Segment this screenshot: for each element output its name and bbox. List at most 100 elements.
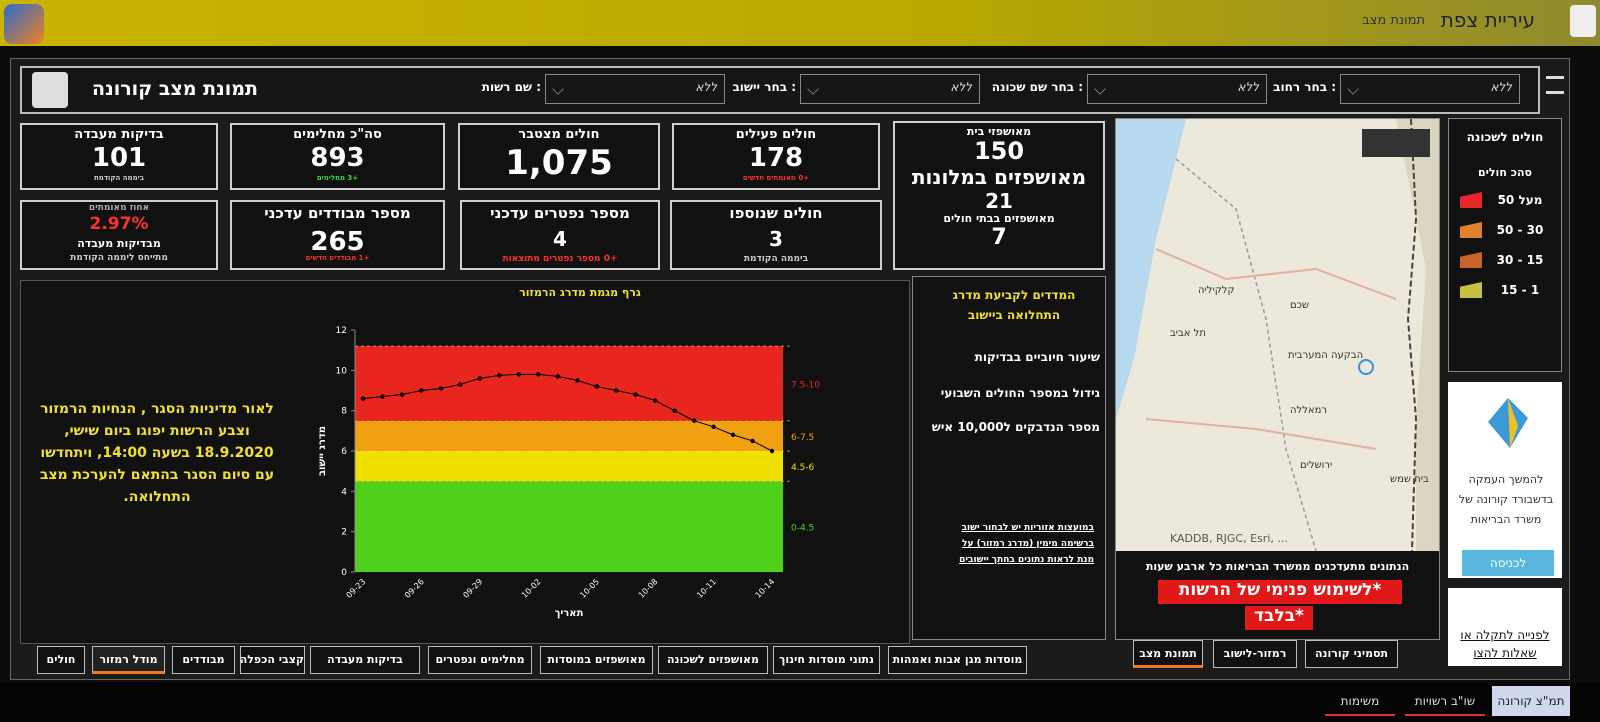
- kpi-note: +0 מספר נפטרים מתוצאות: [502, 254, 618, 264]
- band: [355, 420, 783, 451]
- kpi-card: [670, 200, 882, 270]
- tab[interactable]: מאושפזים לשכונה: [658, 646, 768, 674]
- indicator: גידול במספר החולים השבועי: [940, 386, 1100, 400]
- y-tick-label: 12: [336, 326, 347, 336]
- tab[interactable]: מוסדות מגן אבות ואמהות: [888, 646, 1027, 674]
- kpi-note: +0 מאומתים חדשים: [742, 174, 810, 182]
- tab[interactable]: חולים: [37, 646, 85, 674]
- point: [633, 392, 638, 397]
- filter-box[interactable]: [1087, 74, 1267, 104]
- point: [458, 382, 463, 387]
- filter-box[interactable]: [1340, 74, 1520, 104]
- bottom-tab[interactable]: שו"ב רשויות: [1405, 686, 1485, 716]
- kpi-subtitle: מבדיקות מעבדה: [77, 237, 161, 250]
- filter-value: ללא: [1490, 80, 1512, 94]
- band: [355, 346, 783, 421]
- point: [536, 372, 541, 377]
- y-axis-label: מדרג יישוב: [317, 426, 328, 476]
- tab[interactable]: נתוני מוסדות חינוך: [773, 646, 880, 674]
- kpi-value: 178: [748, 143, 804, 173]
- chart: גרף מגמת מדרג הרמזור 0-4.5 4.5-6 6-7.5 7.5-1…: [317, 286, 820, 619]
- tab[interactable]: בדיקות מעבדה: [310, 646, 420, 674]
- y-tick-label: 10: [336, 366, 348, 376]
- tab[interactable]: קצבי הכפלה: [240, 646, 305, 674]
- map-attribution: KADDB, RJGC, Esri, ...: [1170, 532, 1288, 545]
- band: [355, 481, 783, 572]
- map-border: [1175, 158, 1317, 551]
- kpi-note: ביממה הקודמת: [93, 174, 145, 182]
- legend-title: חולים לשכונה: [1466, 130, 1544, 144]
- kpi-value: 21: [985, 189, 1013, 213]
- map[interactable]: [1116, 119, 1439, 551]
- filter-box[interactable]: [545, 74, 725, 104]
- kpi-card: [230, 200, 445, 270]
- app-icon[interactable]: [4, 4, 44, 44]
- band: [355, 451, 783, 482]
- y-tick-label: 2: [341, 528, 347, 538]
- point: [516, 372, 522, 377]
- point: [419, 388, 424, 393]
- chart-title: גרף מגמת מדרג הרמזור: [519, 286, 641, 299]
- tab[interactable]: מאושפזים במוסדות: [540, 646, 653, 674]
- menu-icon[interactable]: [1546, 76, 1564, 94]
- warning: *בלבד: [1245, 606, 1313, 630]
- notice: לאור מדיניות הסגר , הנחיות הרמזור וצבע ה…: [39, 401, 275, 505]
- map-roads: [1145, 248, 1397, 450]
- map-tab[interactable]: רמזור-לישוב: [1213, 640, 1297, 668]
- x-tick-label: 09-29: [461, 577, 484, 600]
- promo-button[interactable]: לכניסה: [1462, 550, 1554, 576]
- point: [380, 394, 385, 399]
- bottom-tab[interactable]: משימות: [1325, 686, 1395, 716]
- x-tick-label: 10-05: [578, 577, 601, 600]
- kpi-title: מאושפזים במלונות: [911, 165, 1087, 189]
- promo-text: להמשך העמקה בדשבורד קורונה של משרד הבריא…: [1458, 473, 1554, 526]
- point: [769, 448, 775, 454]
- kpi-card: [460, 200, 660, 270]
- x-tick-label: 09-26: [403, 577, 426, 600]
- filter-label: : שם רשות: [481, 80, 541, 94]
- point: [711, 424, 716, 429]
- point: [691, 418, 697, 423]
- kpi-card: [230, 123, 445, 190]
- map-place: שכם: [1290, 300, 1310, 311]
- band-label: 0-4.5: [791, 524, 814, 534]
- x-axis-label: תאריך: [555, 608, 584, 619]
- filter-value: ללא: [950, 80, 972, 94]
- kpi-value: 3: [769, 227, 783, 251]
- legend-label: 1 - 15: [1500, 283, 1540, 297]
- x-tick-label: 10-02: [520, 577, 543, 600]
- kpi-title: מספר נפטרים עדכני: [490, 204, 630, 222]
- x-tick-label: 09-23: [345, 577, 368, 600]
- map-tab[interactable]: תמונת מצב: [1133, 640, 1203, 668]
- kpi-card: [672, 123, 880, 190]
- promo-icon: [1488, 398, 1528, 448]
- bottom-tab[interactable]: תמ"צ קורונה: [1492, 686, 1570, 716]
- kpi-note: +1 מבודדים חדשים: [305, 254, 370, 262]
- indicator-link[interactable]: במועצות אזוריות יש לבחור ישוב ברשימה מימ…: [959, 523, 1094, 565]
- filter-label: : בחר שם שכונה: [991, 80, 1083, 94]
- point: [730, 432, 736, 438]
- tab[interactable]: מבודדים: [172, 646, 235, 674]
- legend-swatch: [1460, 192, 1482, 208]
- header-logo: [32, 72, 68, 108]
- y-tick-label: 0: [341, 568, 347, 578]
- kpi-value: 1,075: [505, 143, 613, 183]
- map-marker[interactable]: [1358, 359, 1374, 375]
- band-label: 7.5-10: [791, 380, 820, 390]
- point: [555, 374, 560, 379]
- support-box: [1448, 588, 1562, 666]
- kpi-title: סה"כ מחלימים: [293, 127, 382, 142]
- point: [750, 438, 755, 444]
- tab[interactable]: מחלימים ונפטרים: [428, 646, 532, 674]
- x-tick-label: 10-11: [695, 577, 718, 600]
- warning: *לשימוש פנימי של הרשות: [1158, 580, 1402, 604]
- tab[interactable]: מודל רמזור: [92, 646, 165, 674]
- support-link[interactable]: לפנייה לתקלה או שאלות להצו: [1460, 628, 1550, 660]
- map-tools[interactable]: [1362, 129, 1430, 157]
- map-tab[interactable]: תסמיני קורונה: [1305, 640, 1398, 668]
- map-place: הבקעה המערבית: [1288, 350, 1364, 361]
- indicator: מספר הנדבקים ל10,000 איש: [931, 420, 1100, 434]
- filter-box[interactable]: [800, 74, 980, 104]
- kpi-value: 2.97%: [89, 214, 149, 234]
